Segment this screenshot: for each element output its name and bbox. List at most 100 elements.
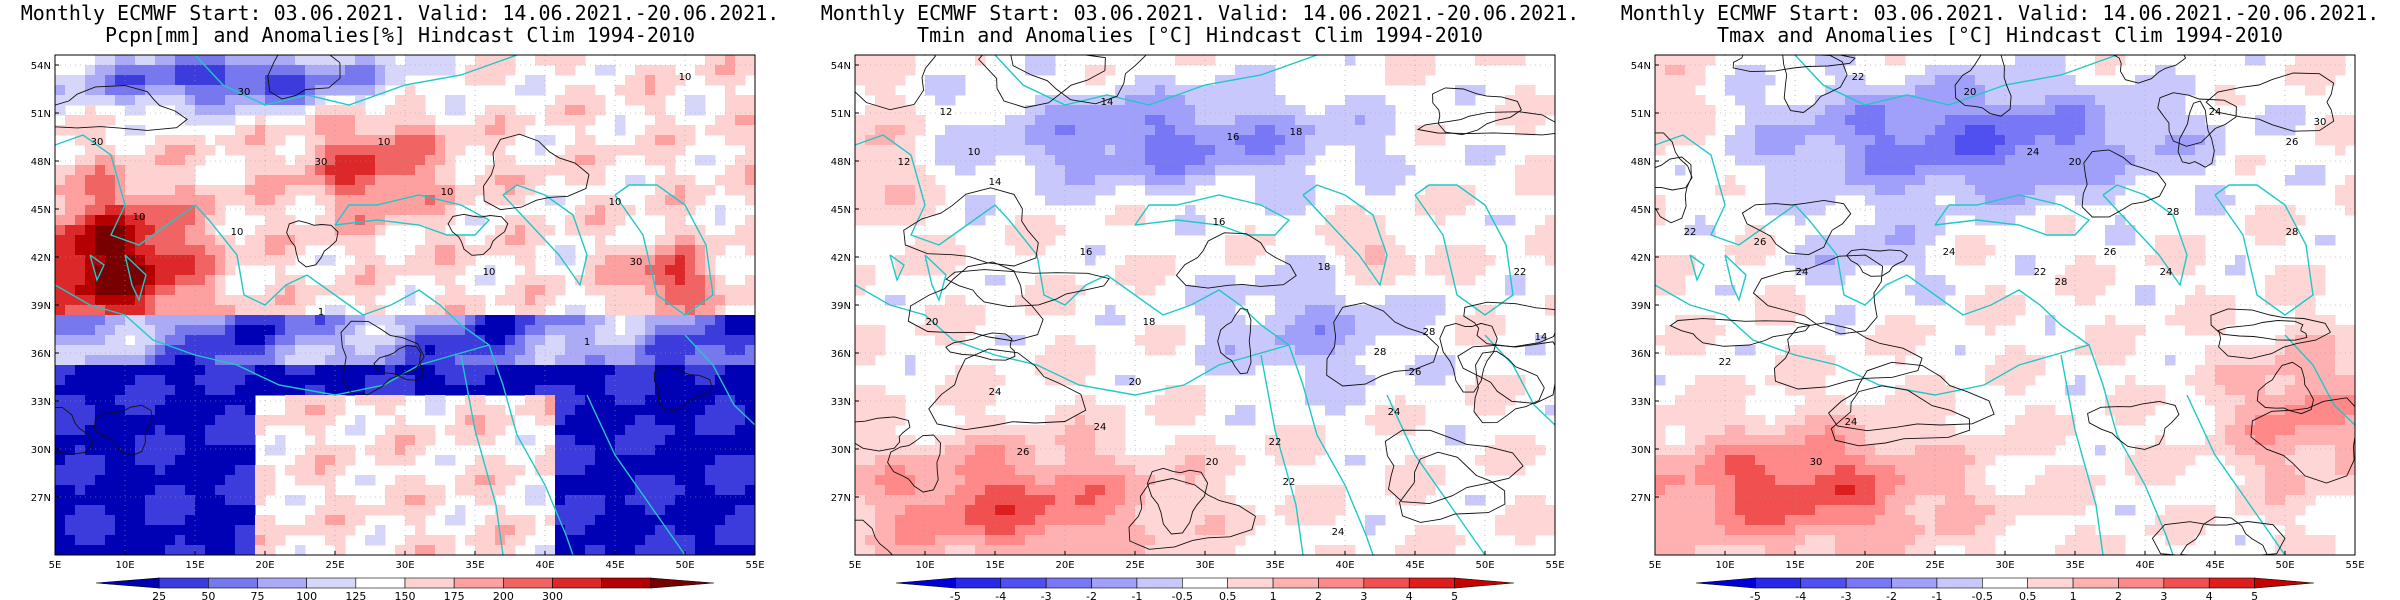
colorbar-label: 300 bbox=[542, 590, 563, 600]
contour-label: 12 bbox=[898, 157, 911, 168]
colorbar-label: -4 bbox=[1795, 590, 1806, 600]
contour-label: 1 bbox=[584, 337, 590, 348]
panel-title-line2: Tmax and Anomalies [°C] Hindcast Clim 19… bbox=[1717, 23, 2283, 47]
lon-tick-label: 30E bbox=[1195, 560, 1214, 571]
colorbar-label: 2 bbox=[1315, 590, 1322, 600]
colorbar-label: -3 bbox=[1041, 590, 1052, 600]
lat-tick-label: 45N bbox=[31, 205, 51, 216]
colorbar-label: 2 bbox=[2115, 590, 2122, 600]
contour-label: 10 bbox=[609, 197, 622, 208]
contour-label: 30 bbox=[2314, 117, 2327, 128]
colorbar-label: 50 bbox=[201, 590, 215, 600]
contour-label: 24 bbox=[2027, 147, 2040, 158]
lat-tick-label: 36N bbox=[831, 349, 851, 360]
colorbar-label: 75 bbox=[251, 590, 265, 600]
panel-tmax: Monthly ECMWF Start: 03.06.2021. Valid: … bbox=[1600, 0, 2400, 600]
contour-label: 20 bbox=[1964, 87, 1977, 98]
colorbar-segment bbox=[1318, 577, 1365, 589]
colorbar-label: 5 bbox=[2251, 590, 2258, 600]
lat-tick-label: 30N bbox=[831, 445, 851, 456]
contour-label: 10 bbox=[679, 72, 692, 83]
colorbar-segment bbox=[306, 577, 357, 589]
colorbar-segment bbox=[1408, 577, 1455, 589]
colorbar-segment bbox=[1982, 577, 2028, 589]
lat-tick-label: 51N bbox=[1631, 109, 1651, 120]
contour-label: 1 bbox=[318, 307, 324, 318]
colorbar-segment bbox=[552, 577, 602, 589]
panel-title-line1: Monthly ECMWF Start: 03.06.2021. Valid: … bbox=[20, 1, 780, 25]
lat-tick-label: 54N bbox=[831, 61, 851, 72]
lat-tick-label: 30N bbox=[1631, 445, 1651, 456]
contour-label: 24 bbox=[1796, 267, 1809, 278]
contour-label: 24 bbox=[2209, 107, 2222, 118]
lat-tick-label: 27N bbox=[31, 493, 51, 504]
lat-tick-label: 54N bbox=[1631, 61, 1651, 72]
contour-label: 10 bbox=[441, 187, 454, 198]
contour-label: 20 bbox=[1129, 377, 1142, 388]
lon-tick-label: 30E bbox=[395, 560, 414, 571]
colorbar-label: -1 bbox=[1931, 590, 1942, 600]
colorbar-segment bbox=[404, 577, 455, 589]
contour-label: 26 bbox=[1409, 367, 1422, 378]
contour-label: 18 bbox=[1290, 127, 1303, 138]
lon-tick-label: 35E bbox=[2065, 560, 2084, 571]
contour-label: 10 bbox=[483, 267, 496, 278]
contour-label: 20 bbox=[2069, 157, 2082, 168]
lon-tick-label: 25E bbox=[325, 560, 344, 571]
colorbar-label: 1 bbox=[2070, 590, 2077, 600]
colorbar-label: 150 bbox=[395, 590, 416, 600]
lon-tick-label: 50E bbox=[675, 560, 694, 571]
lat-tick-label: 51N bbox=[831, 109, 851, 120]
lon-tick-label: 20E bbox=[255, 560, 274, 571]
contour-label: 22 bbox=[1283, 477, 1296, 488]
lon-tick-label: 10E bbox=[115, 560, 134, 571]
contour-label: 28 bbox=[2055, 277, 2068, 288]
colorbar-segment bbox=[2208, 577, 2255, 589]
colorbar-segment bbox=[2072, 577, 2119, 589]
lon-tick-label: 55E bbox=[2345, 560, 2364, 571]
lat-tick-label: 27N bbox=[1631, 493, 1651, 504]
colorbar-label: 200 bbox=[493, 590, 514, 600]
colorbar-segment bbox=[1045, 577, 1092, 589]
colorbar-segment bbox=[1800, 577, 1847, 589]
colorbar-segment bbox=[1227, 577, 1274, 589]
panel-title-line2: Pcpn[mm] and Anomalies[%] Hindcast Clim … bbox=[104, 23, 695, 47]
colorbar-label: -5 bbox=[950, 590, 961, 600]
colorbar-segment bbox=[257, 577, 307, 589]
lat-tick-label: 48N bbox=[1631, 157, 1651, 168]
panel-precipitation: Monthly ECMWF Start: 03.06.2021. Valid: … bbox=[0, 0, 800, 600]
lat-tick-label: 33N bbox=[831, 397, 851, 408]
lon-tick-label: 30E bbox=[1995, 560, 2014, 571]
colorbar-segment bbox=[1755, 577, 1802, 589]
contour-label: 22 bbox=[1514, 267, 1527, 278]
colorbar-label: 0.5 bbox=[2019, 590, 2037, 600]
colorbar-label: -2 bbox=[1086, 590, 1097, 600]
contour-label: 24 bbox=[1094, 422, 1107, 433]
contour-label: 22 bbox=[1684, 227, 1697, 238]
contour-label: 30 bbox=[630, 257, 643, 268]
precipitation-map: 30 10 10 30 10 10 1 10 30 1 10 30 10 54N 51N 48N 45N 42N… bbox=[31, 54, 765, 600]
colorbar-label: -0.5 bbox=[1972, 590, 1993, 600]
colorbar-label: 3 bbox=[1360, 590, 1367, 600]
colorbar-label: -3 bbox=[1841, 590, 1852, 600]
colorbar-segment bbox=[1891, 577, 1938, 589]
lat-tick-label: 39N bbox=[831, 301, 851, 312]
lat-tick-label: 51N bbox=[31, 109, 51, 120]
contour-label: 24 bbox=[1332, 527, 1345, 538]
lat-tick-label: 39N bbox=[31, 301, 51, 312]
contour-label: 24 bbox=[2160, 267, 2173, 278]
colorbar-label: 0.5 bbox=[1219, 590, 1237, 600]
lon-tick-label: 40E bbox=[2135, 560, 2154, 571]
contour-label: 26 bbox=[1017, 447, 1030, 458]
colorbar-label: -1 bbox=[1131, 590, 1142, 600]
contour-label: 22 bbox=[1719, 357, 1732, 368]
contour-label: 24 bbox=[1845, 417, 1858, 428]
lon-tick-label: 20E bbox=[1055, 560, 1074, 571]
lat-tick-label: 33N bbox=[1631, 397, 1651, 408]
lon-tick-label: 10E bbox=[1715, 560, 1734, 571]
lat-tick-label: 48N bbox=[31, 157, 51, 168]
lon-tick-label: 5E bbox=[1649, 560, 1662, 571]
colorbar-segment bbox=[1272, 577, 1319, 589]
lat-tick-label: 36N bbox=[1631, 349, 1651, 360]
colorbar-segment bbox=[355, 577, 406, 589]
